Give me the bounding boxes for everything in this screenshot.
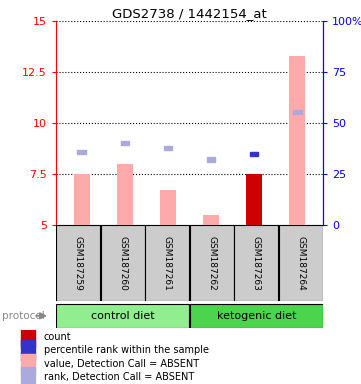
Bar — [78, 151, 86, 154]
Title: GDS2738 / 1442154_at: GDS2738 / 1442154_at — [112, 7, 267, 20]
FancyBboxPatch shape — [56, 304, 189, 328]
FancyBboxPatch shape — [190, 304, 323, 328]
FancyBboxPatch shape — [145, 225, 189, 301]
FancyBboxPatch shape — [279, 225, 323, 301]
Text: value, Detection Call = ABSENT: value, Detection Call = ABSENT — [44, 359, 199, 369]
Bar — [21, 327, 35, 347]
Bar — [74, 174, 90, 225]
Text: ketogenic diet: ketogenic diet — [217, 311, 296, 321]
Bar — [21, 340, 35, 361]
FancyBboxPatch shape — [235, 225, 278, 301]
Bar — [121, 141, 129, 145]
Bar — [207, 157, 216, 162]
Text: GSM187260: GSM187260 — [118, 236, 127, 290]
Bar — [250, 152, 258, 156]
Text: percentile rank within the sample: percentile rank within the sample — [44, 345, 209, 356]
Bar — [164, 146, 172, 151]
Bar — [117, 164, 133, 225]
FancyBboxPatch shape — [56, 225, 100, 301]
Text: GSM187261: GSM187261 — [163, 236, 172, 290]
Text: protocol: protocol — [2, 311, 44, 321]
Text: GSM187264: GSM187264 — [296, 236, 305, 290]
Bar — [21, 367, 35, 384]
Text: GSM187259: GSM187259 — [74, 236, 83, 290]
Bar — [293, 110, 301, 114]
FancyBboxPatch shape — [190, 225, 234, 301]
Bar — [203, 215, 219, 225]
Bar — [246, 174, 262, 225]
FancyBboxPatch shape — [101, 225, 144, 301]
Bar — [160, 190, 176, 225]
Bar — [289, 56, 305, 225]
Text: GSM187262: GSM187262 — [207, 236, 216, 290]
Text: rank, Detection Call = ABSENT: rank, Detection Call = ABSENT — [44, 372, 194, 382]
Bar — [21, 354, 35, 374]
Text: GSM187263: GSM187263 — [252, 236, 261, 290]
Text: count: count — [44, 332, 71, 342]
Text: control diet: control diet — [91, 311, 155, 321]
